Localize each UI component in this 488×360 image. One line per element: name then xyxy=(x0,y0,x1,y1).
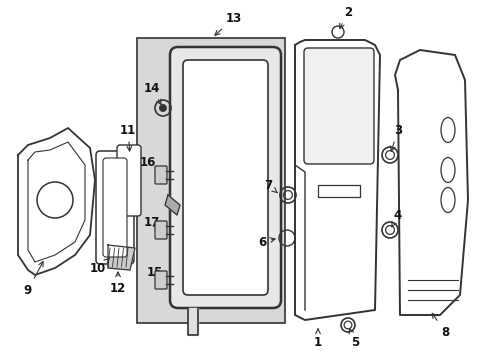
Text: 7: 7 xyxy=(264,179,277,193)
FancyBboxPatch shape xyxy=(117,145,141,216)
Text: 8: 8 xyxy=(431,313,448,338)
Polygon shape xyxy=(108,245,135,270)
Text: 1: 1 xyxy=(313,329,322,348)
FancyBboxPatch shape xyxy=(304,48,373,164)
Polygon shape xyxy=(187,308,198,335)
FancyBboxPatch shape xyxy=(183,60,267,295)
FancyBboxPatch shape xyxy=(155,166,167,184)
Polygon shape xyxy=(394,50,467,315)
Polygon shape xyxy=(294,40,379,320)
Bar xyxy=(317,185,359,197)
Text: 17: 17 xyxy=(143,216,160,229)
Text: 5: 5 xyxy=(348,329,358,348)
Text: 4: 4 xyxy=(391,208,401,227)
Bar xyxy=(137,38,285,323)
FancyBboxPatch shape xyxy=(103,158,127,257)
FancyBboxPatch shape xyxy=(155,271,167,289)
Ellipse shape xyxy=(440,117,454,143)
FancyBboxPatch shape xyxy=(96,151,134,264)
Circle shape xyxy=(159,104,166,112)
Text: 2: 2 xyxy=(339,5,351,28)
Text: 14: 14 xyxy=(143,81,161,104)
Text: 13: 13 xyxy=(215,12,242,35)
Text: 3: 3 xyxy=(389,123,401,151)
Text: 12: 12 xyxy=(110,272,126,294)
Polygon shape xyxy=(18,128,95,275)
Text: 10: 10 xyxy=(90,258,109,274)
Ellipse shape xyxy=(440,188,454,212)
Ellipse shape xyxy=(440,158,454,183)
Text: 9: 9 xyxy=(24,262,43,297)
FancyBboxPatch shape xyxy=(155,221,167,239)
FancyBboxPatch shape xyxy=(170,47,281,308)
Text: 15: 15 xyxy=(146,266,163,279)
Polygon shape xyxy=(164,195,180,215)
Text: 16: 16 xyxy=(140,156,160,174)
Text: 6: 6 xyxy=(257,235,275,248)
Text: 11: 11 xyxy=(120,123,136,151)
